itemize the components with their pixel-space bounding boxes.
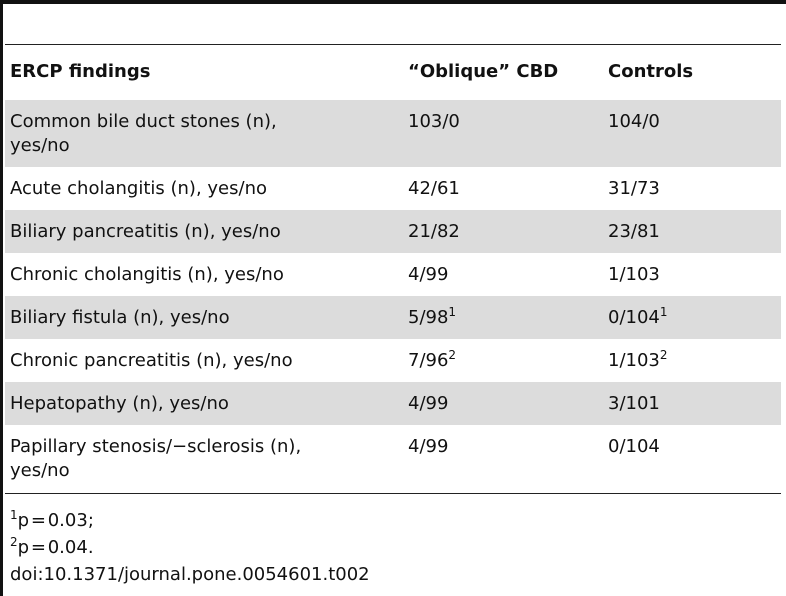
footnote-1-marker: 1: [10, 508, 18, 522]
footnote-1: 1p = 0.03;: [10, 507, 370, 534]
oblique-cell: 4/99: [408, 382, 608, 425]
controls-cell: 31/73: [608, 178, 660, 199]
footnote-2-text: p = 0.04.: [17, 537, 94, 558]
footnote-marker: 1: [448, 305, 457, 319]
finding-cell: Acute cholangitis (n), yes/no: [10, 178, 267, 199]
table-row: Common bile duct stones (n), yes/no 103/…: [5, 100, 781, 167]
finding-cell: Papillary stenosis/−sclerosis (n), yes/n…: [10, 436, 302, 481]
finding-cell: Chronic cholangitis (n), yes/no: [10, 264, 284, 285]
footnote-marker: 2: [659, 348, 668, 362]
finding-cell: Common bile duct stones (n), yes/no: [5, 100, 408, 167]
header-row: ERCP findings “Oblique” CBD Controls: [5, 45, 781, 100]
footnote-marker: 1: [659, 305, 668, 319]
header-controls: Controls: [608, 61, 694, 82]
oblique-cell: 103/0: [408, 100, 608, 167]
controls-cell: 3/101: [608, 382, 781, 425]
controls-cell: 104/0: [608, 100, 781, 167]
top-border: [0, 0, 786, 4]
controls-cell: 1/1032: [608, 348, 668, 371]
footnote-marker: 2: [448, 348, 457, 362]
table-row: Acute cholangitis (n), yes/no 42/61 31/7…: [5, 167, 781, 210]
oblique-cell: 4/99: [408, 264, 449, 285]
footnote-2-marker: 2: [10, 535, 18, 549]
oblique-cell: 42/61: [408, 178, 460, 199]
oblique-cell: 21/82: [408, 210, 608, 253]
table-row: Papillary stenosis/−sclerosis (n), yes/n…: [5, 425, 781, 492]
oblique-cell: 5/981: [408, 296, 608, 339]
footnote-1-text: p = 0.03;: [17, 510, 94, 531]
table-row: Hepatopathy (n), yes/no 4/99 3/101: [5, 382, 781, 425]
oblique-cell: 4/99: [408, 436, 449, 457]
finding-cell: Biliary fistula (n), yes/no: [5, 296, 408, 339]
header-ercp-findings: ERCP findings: [10, 61, 151, 82]
header-rule: [5, 44, 781, 45]
footnote-2: 2p = 0.04.: [10, 534, 370, 561]
ercp-findings-table: ERCP findings “Oblique” CBD Controls Com…: [5, 45, 781, 492]
finding-cell: Biliary pancreatitis (n), yes/no: [5, 210, 408, 253]
left-border: [0, 0, 3, 596]
table-bottom-rule: [5, 493, 781, 494]
controls-cell: 0/104: [608, 436, 660, 457]
table-row: Chronic pancreatitis (n), yes/no 7/962 1…: [5, 339, 781, 382]
controls-cell: 0/1041: [608, 296, 781, 339]
doi-line: doi:10.1371/journal.pone.0054601.t002: [10, 564, 370, 585]
finding-cell: Chronic pancreatitis (n), yes/no: [10, 350, 293, 371]
header-oblique-cbd: “Oblique” CBD: [408, 61, 559, 82]
controls-cell: 23/81: [608, 210, 781, 253]
finding-cell: Hepatopathy (n), yes/no: [5, 382, 408, 425]
table-row: Biliary fistula (n), yes/no 5/981 0/1041: [5, 296, 781, 339]
table-row: Biliary pancreatitis (n), yes/no 21/82 2…: [5, 210, 781, 253]
table-row: Chronic cholangitis (n), yes/no 4/99 1/1…: [5, 253, 781, 296]
oblique-cell: 7/962: [408, 348, 457, 371]
controls-cell: 1/103: [608, 264, 660, 285]
table-footnotes: 1p = 0.03; 2p = 0.04. doi:10.1371/journa…: [10, 507, 370, 588]
